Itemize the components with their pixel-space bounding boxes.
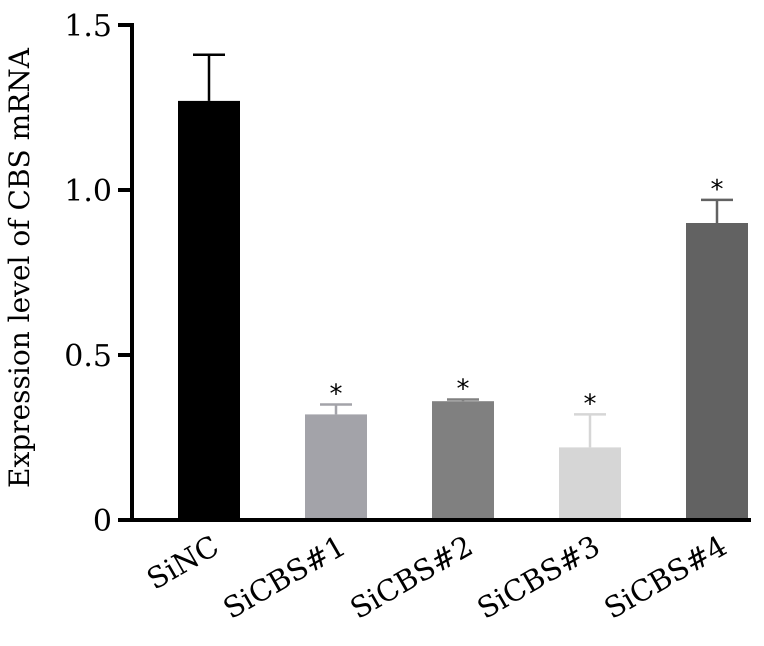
error-bar xyxy=(574,413,606,448)
error-bars xyxy=(193,53,733,448)
bar xyxy=(305,414,367,520)
x-tick-label: SiCBS#2 xyxy=(344,529,478,626)
significance-marker: * xyxy=(330,380,343,410)
significance-marker: * xyxy=(711,175,724,205)
y-tick-label: 1.0 xyxy=(64,174,112,209)
y-tick-label: 0 xyxy=(93,504,112,539)
bar xyxy=(432,401,494,520)
error-bar xyxy=(320,403,352,415)
bar xyxy=(559,447,621,520)
bar xyxy=(178,100,240,521)
y-axis-title: Expression level of CBS mRNA xyxy=(3,47,36,488)
y-tick-label: 1.5 xyxy=(64,9,112,44)
x-tick-label: SiNC xyxy=(141,529,224,597)
significance-markers: * * * * xyxy=(330,175,724,420)
significance-marker: * xyxy=(457,375,470,405)
error-bar xyxy=(447,398,479,402)
x-tick-label: SiCBS#4 xyxy=(598,529,732,626)
error-bar xyxy=(193,53,225,101)
error-bar xyxy=(701,198,733,223)
y-tick-label: 0.5 xyxy=(64,339,112,374)
bar xyxy=(686,223,748,520)
y-axis: 0 0.5 1.0 1.5 xyxy=(64,9,134,539)
significance-marker: * xyxy=(584,389,597,419)
x-tick-label: SiCBS#1 xyxy=(217,529,351,626)
bars xyxy=(178,100,748,521)
x-tick-label: SiCBS#3 xyxy=(471,529,605,626)
